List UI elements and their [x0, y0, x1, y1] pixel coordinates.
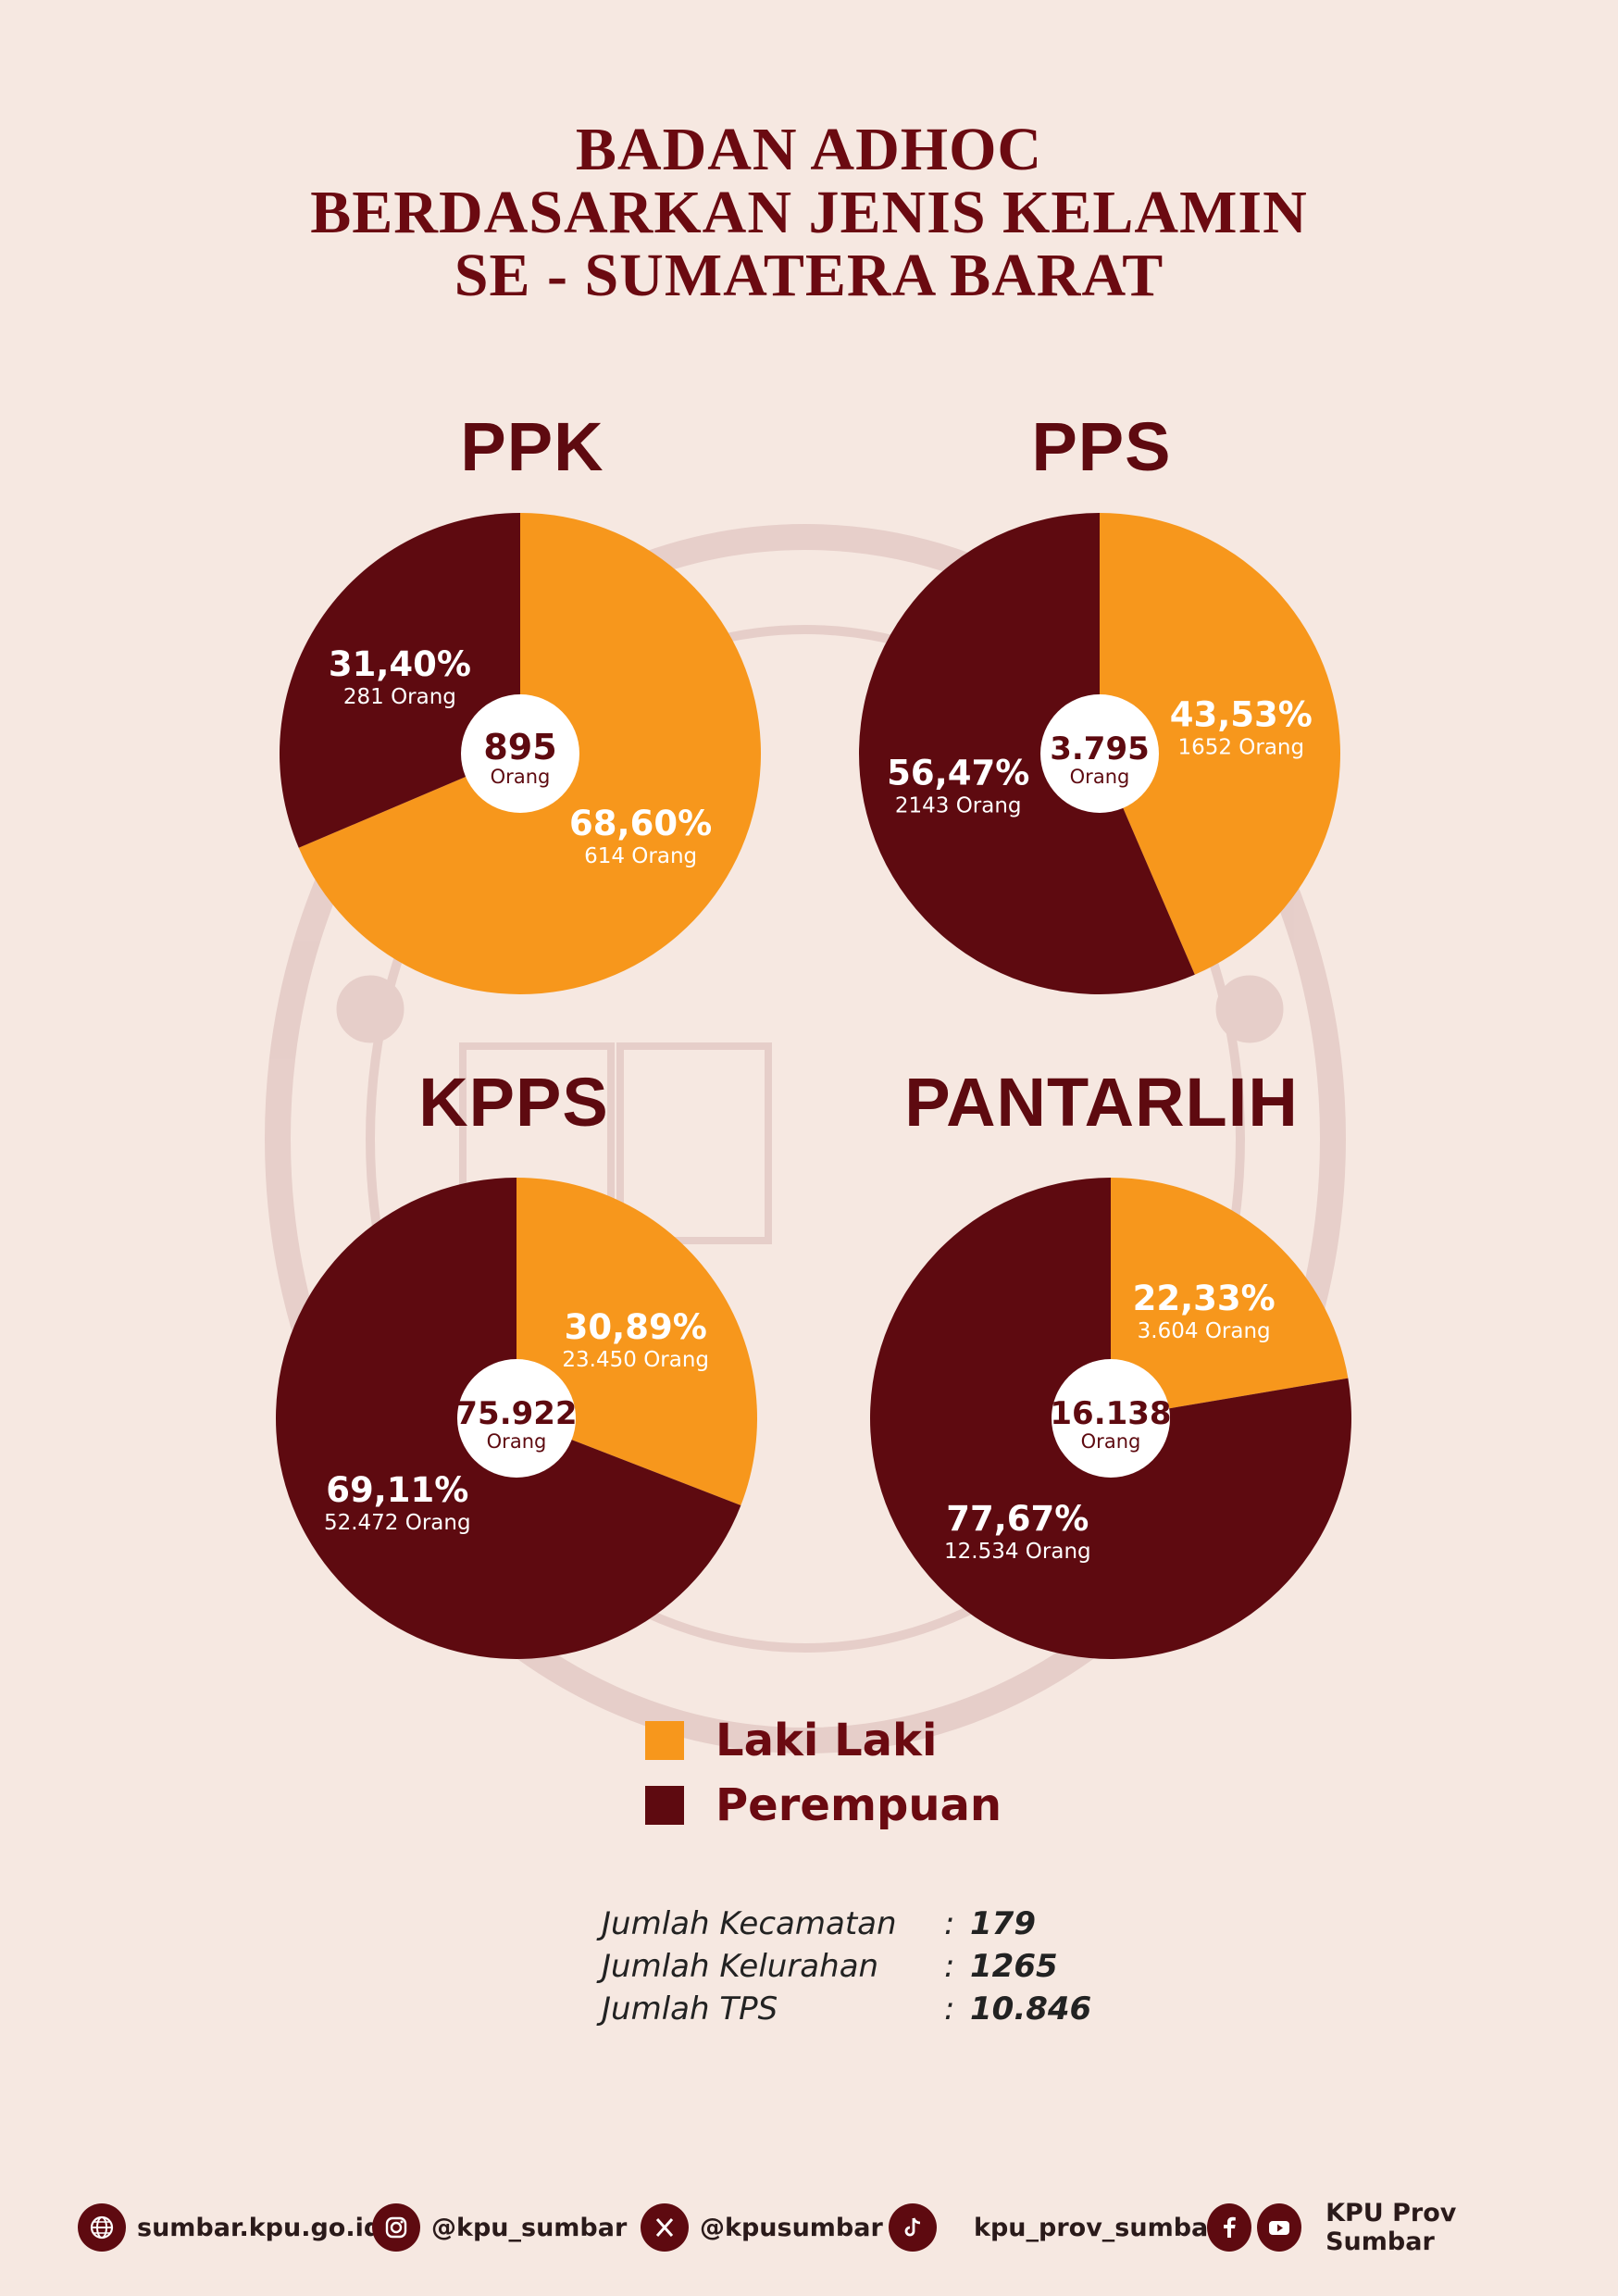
- pie-total-unit: Orang: [491, 766, 551, 788]
- tiktok-icon: [889, 2203, 937, 2252]
- title-line-1: BADAN ADHOC: [575, 116, 1043, 183]
- pie-label-count: 281 Orang: [343, 685, 456, 709]
- pie-label-percent: 31,40%: [329, 644, 471, 684]
- globe-icon: [78, 2203, 126, 2252]
- pie-total-unit: Orang: [1081, 1430, 1141, 1453]
- pie-center-disc: [461, 694, 579, 813]
- x-icon: [641, 2203, 689, 2252]
- footer-facebook-youtube-text: KPU Prov Sumbar: [1326, 2199, 1457, 2256]
- pie-label-percent: 77,67%: [946, 1499, 1089, 1539]
- pie-total-value: 75.922: [455, 1395, 577, 1432]
- pie-total-value: 895: [483, 727, 556, 767]
- pie-label-percent: 22,33%: [1133, 1279, 1276, 1318]
- instagram-icon: [372, 2203, 420, 2252]
- page-title: BADAN ADHOC BERDASARKAN JENIS KELAMIN SE…: [0, 119, 1618, 307]
- pie-slice-laki-laki: [1100, 513, 1340, 975]
- stat-label: Jumlah TPS: [602, 1990, 778, 2028]
- pie-label-percent: 30,89%: [565, 1307, 707, 1347]
- pie-total-value: 16.138: [1050, 1395, 1171, 1432]
- pie-slice-laki-laki: [517, 1178, 757, 1506]
- footer-website-link[interactable]: sumbar.kpu.go.id: [78, 2202, 381, 2253]
- pie-slice-perempuan: [859, 513, 1195, 994]
- stat-value: 1265: [970, 1948, 1058, 1985]
- footer-x-text: @kpusumbar: [700, 2213, 883, 2242]
- summary-stats: Jumlah Kecamatan : 179 Jumlah Kelurahan …: [602, 1905, 1091, 2033]
- legend-item-laki-laki: Laki Laki: [645, 1708, 1002, 1773]
- pie-label-percent: 68,60%: [569, 804, 712, 843]
- legend-label-perempuan: Perempuan: [716, 1779, 1002, 1831]
- legend: Laki Laki Perempuan: [645, 1708, 1002, 1838]
- legend-swatch-perempuan: [645, 1786, 684, 1825]
- footer-social-bar: sumbar.kpu.go.id @kpu_sumbar @kpusumbar …: [74, 2199, 1555, 2257]
- pie-label-count: 1652 Orang: [1177, 736, 1304, 760]
- chart-title-ppk: PPK: [460, 408, 604, 485]
- legend-label-laki-laki: Laki Laki: [716, 1715, 938, 1766]
- footer-instagram-link[interactable]: @kpu_sumbar: [372, 2202, 627, 2253]
- pie-total-value: 3.795: [1050, 730, 1150, 767]
- stat-colon: :: [944, 1948, 955, 1985]
- stat-value: 10.846: [970, 1990, 1092, 2028]
- stat-label: Jumlah Kelurahan: [602, 1948, 879, 1985]
- footer-facebook-youtube-link[interactable]: KPU Prov Sumbar: [1207, 2199, 1555, 2256]
- pie-label-percent: 56,47%: [887, 753, 1029, 792]
- stat-label: Jumlah Kecamatan: [602, 1905, 897, 1942]
- pie-label-count: 52.472 Orang: [324, 1511, 471, 1535]
- chart-title-pantarlih: PANTARLIH: [904, 1064, 1299, 1141]
- stat-value: 179: [970, 1905, 1036, 1942]
- chart-title-kpps: KPPS: [418, 1064, 609, 1141]
- footer-instagram-text: @kpu_sumbar: [431, 2213, 628, 2242]
- title-line-2: BERDASARKAN JENIS KELAMIN: [310, 179, 1308, 246]
- stat-row-tps: Jumlah TPS : 10.846: [602, 1990, 1091, 2033]
- pie-total-unit: Orang: [487, 1430, 547, 1453]
- footer-tiktok-link[interactable]: kpu_prov_sumbar: [889, 2202, 1221, 2253]
- pie-label-count: 2143 Orang: [895, 793, 1022, 817]
- stat-row-kelurahan: Jumlah Kelurahan : 1265: [602, 1948, 1091, 1990]
- footer-x-link[interactable]: @kpusumbar: [641, 2202, 883, 2253]
- pie-label-count: 3.604 Orang: [1138, 1319, 1271, 1343]
- footer-website-text: sumbar.kpu.go.id: [137, 2213, 382, 2242]
- pie-total-unit: Orang: [1070, 766, 1130, 788]
- stat-row-kecamatan: Jumlah Kecamatan : 179: [602, 1905, 1091, 1948]
- chart-title-pps: PPS: [1031, 408, 1172, 485]
- youtube-icon: [1257, 2203, 1302, 2252]
- facebook-icon: [1207, 2203, 1252, 2252]
- kpu-emblem-watermark: [265, 524, 1346, 1753]
- stat-colon: :: [944, 1990, 955, 2028]
- title-line-3: SE - SUMATERA BARAT: [454, 242, 1164, 309]
- footer-tiktok-text: kpu_prov_sumbar: [974, 2213, 1221, 2242]
- pie-slice-perempuan: [280, 513, 520, 848]
- legend-item-perempuan: Perempuan: [645, 1773, 1002, 1838]
- pie-label-count: 12.534 Orang: [944, 1540, 1091, 1564]
- pie-center-disc: [1040, 694, 1159, 813]
- pie-label-count: 23.450 Orang: [562, 1348, 709, 1372]
- legend-swatch-laki-laki: [645, 1721, 684, 1760]
- pie-center-disc: [457, 1359, 576, 1478]
- pie-label-percent: 69,11%: [326, 1470, 468, 1510]
- pie-center-disc: [1052, 1359, 1170, 1478]
- stat-colon: :: [944, 1905, 955, 1942]
- pie-slice-laki-laki: [1111, 1178, 1349, 1418]
- pie-label-percent: 43,53%: [1170, 695, 1313, 735]
- pie-label-count: 614 Orang: [584, 844, 697, 868]
